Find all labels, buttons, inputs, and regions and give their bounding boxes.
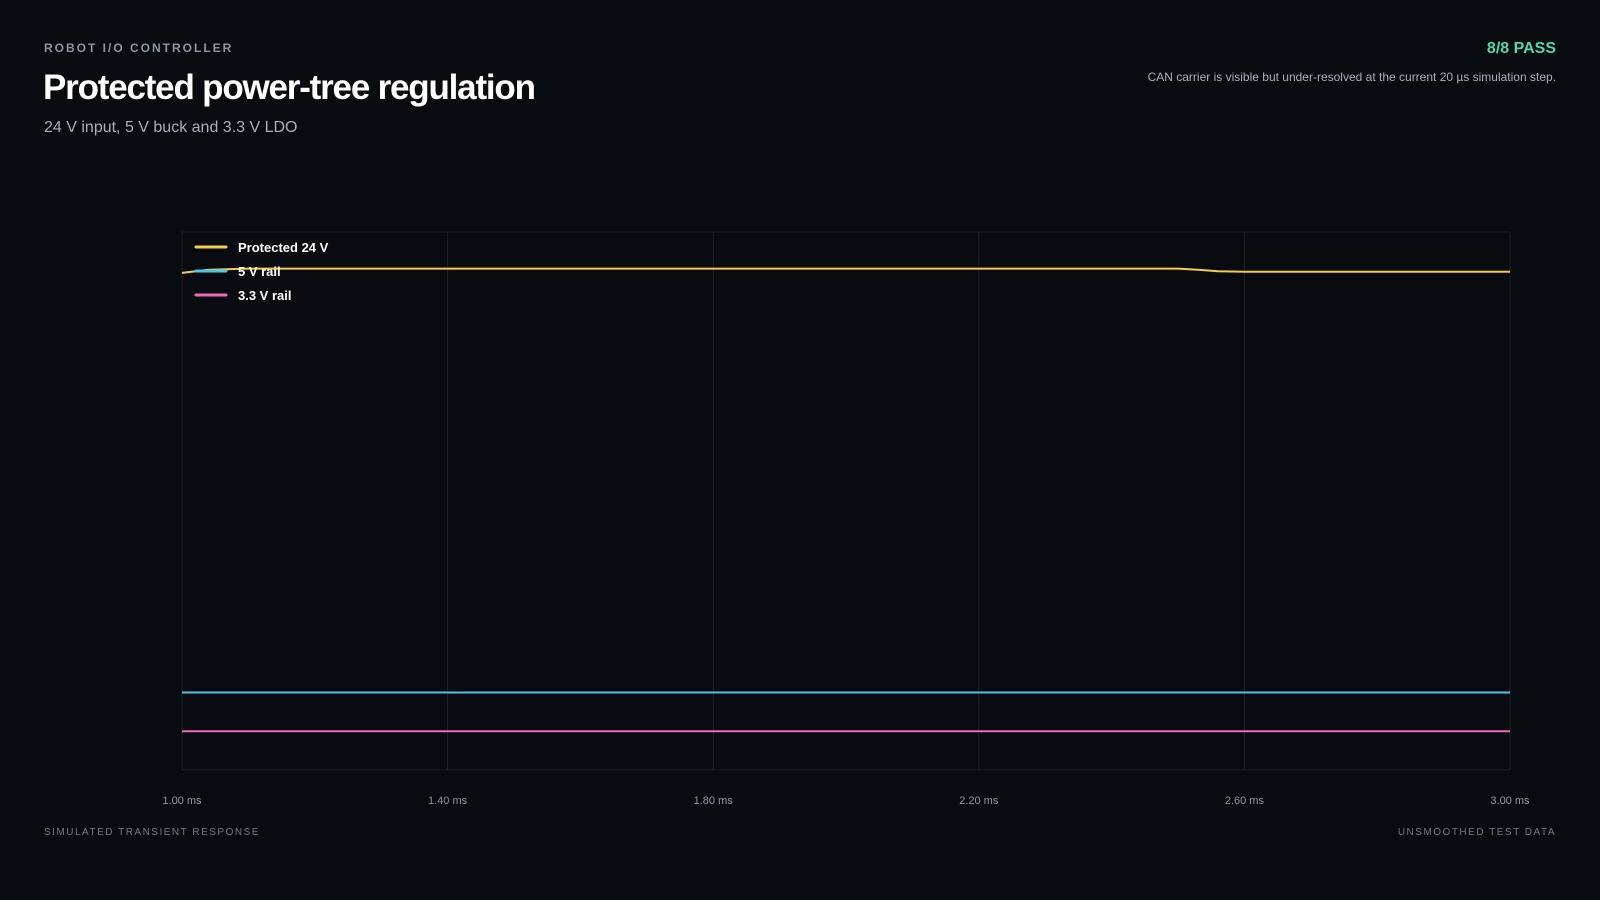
eyebrow-label: ROBOT I/O CONTROLLER bbox=[44, 41, 234, 55]
series-line bbox=[181, 267, 1510, 274]
x-tick-label: 1.40 ms bbox=[428, 795, 468, 807]
legend: Protected 24 V 5 V rail 3.3 V rail bbox=[194, 240, 329, 303]
x-tick-label: 1.00 ms bbox=[162, 795, 202, 807]
legend-label: Protected 24 V bbox=[238, 240, 329, 255]
grid-lines bbox=[447, 232, 1245, 770]
page-title: Protected power-tree regulation bbox=[43, 68, 536, 107]
simulation-note: CAN carrier is visible but under-resolve… bbox=[1147, 70, 1556, 84]
x-tick-label: 3.00 ms bbox=[1490, 795, 1530, 807]
x-axis-ticks: 1.00 ms 1.40 ms 1.80 ms 2.20 ms 2.60 ms 3.00 … bbox=[162, 795, 1530, 807]
footer-right-label: UNSMOOTHED TEST DATA bbox=[1397, 827, 1556, 838]
x-tick-label: 1.80 ms bbox=[694, 795, 734, 807]
x-tick-label: 2.20 ms bbox=[959, 795, 999, 807]
series-lines bbox=[181, 267, 1510, 733]
footer-left-label: SIMULATED TRANSIENT RESPONSE bbox=[44, 827, 260, 838]
x-tick-label: 2.60 ms bbox=[1225, 795, 1265, 807]
plot-area bbox=[181, 231, 1511, 771]
legend-label: 5 V rail bbox=[238, 264, 281, 279]
page-subtitle: 24 V input, 5 V buck and 3.3 V LDO bbox=[44, 119, 298, 136]
legend-label: 3.3 V rail bbox=[238, 288, 291, 303]
status-badge: 8/8 PASS bbox=[1486, 40, 1556, 57]
